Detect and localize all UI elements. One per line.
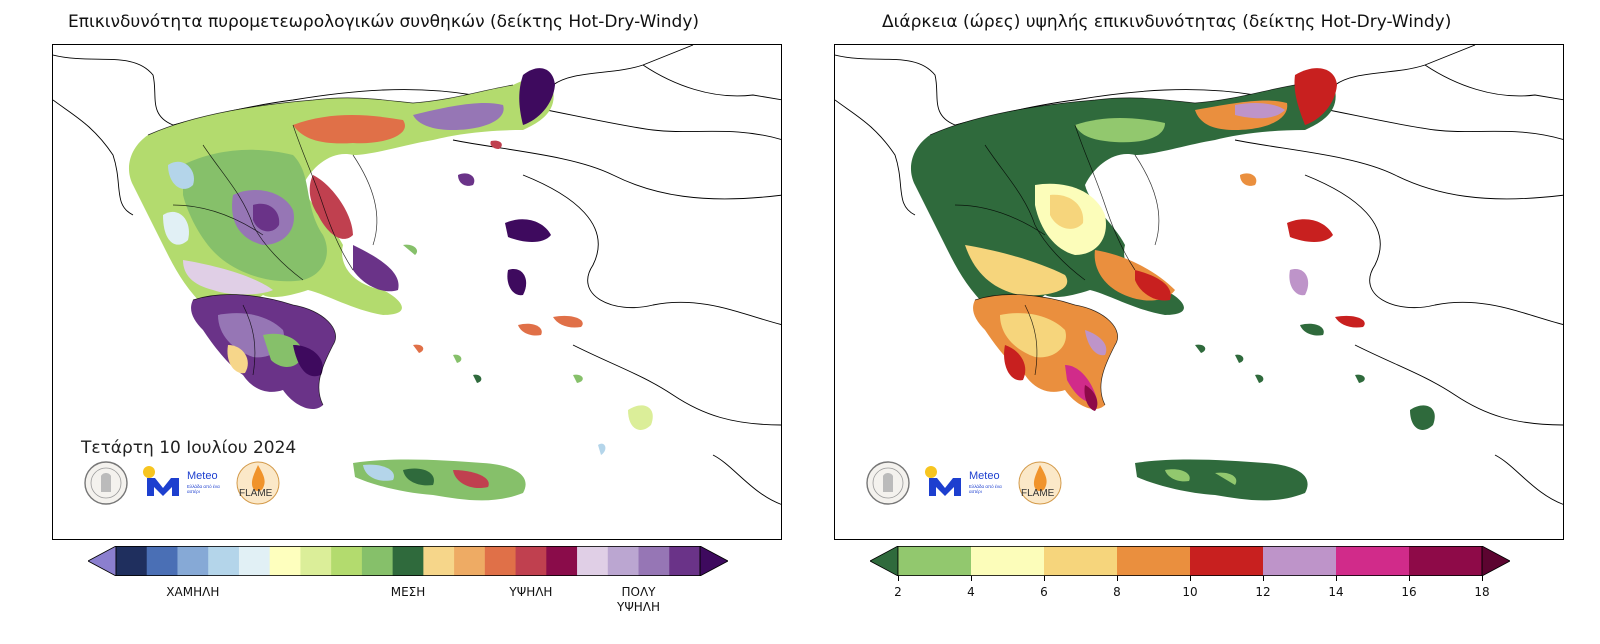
right-colorbar-tick [1190, 576, 1191, 581]
left-colorbar-segment [361, 546, 394, 576]
left-colorbar-segment [392, 546, 424, 576]
right-colorbar-tick [1117, 576, 1118, 581]
university-seal-logo [84, 461, 128, 505]
right-colorbar-segment [1117, 546, 1191, 576]
left-colorbar-extend-high [699, 546, 728, 576]
left-colorbar-segment [116, 546, 148, 576]
left-colorbar-label: ΠΟΛΥ ΥΨΗΛΗ [617, 585, 661, 614]
right-colorbar-segment [1336, 546, 1410, 576]
left-colorbar-bar [88, 546, 728, 576]
left-map-title: Επικινδυνότητα πυρομετεωρολογικών συνθηκ… [68, 12, 700, 32]
left-map [53, 45, 781, 505]
right-colorbar-segment [1409, 546, 1483, 576]
right-colorbar-tick-label: 10 [1182, 585, 1198, 599]
left-colorbar-label: ΥΨΗΛΗ [509, 585, 553, 599]
meteo-logo-name: Meteo [187, 470, 218, 482]
flame-logo-text: FLAME [239, 488, 273, 499]
left-colorbar-segment [208, 546, 240, 576]
left-colorbar-segment [331, 546, 363, 576]
left-colorbar-segment [638, 546, 670, 576]
left-colorbar-label: ΜΕΣΗ [390, 585, 426, 599]
right-colorbar-extend-low [870, 546, 899, 576]
meteo-logo-subtitle: Ελλάδα από ένα αστέρι [969, 484, 1002, 494]
left-colorbar: ΧΑΜΗΛΗ ΜΕΣΗ ΥΨΗΛΗ ΠΟΛΥ ΥΨΗΛΗ [88, 546, 728, 614]
left-colorbar-segment [177, 546, 209, 576]
left-colorbar-segment [423, 546, 455, 576]
left-colorbar-segment [454, 546, 486, 576]
left-colorbar-segment [484, 546, 517, 576]
right-colorbar-tick [1482, 576, 1483, 581]
right-colorbar-tick-label: 4 [967, 585, 975, 599]
right-colorbar-segment [1190, 546, 1264, 576]
meteo-logo: Meteo Ελλάδα από ένα αστέρι [143, 466, 233, 506]
right-map [835, 45, 1563, 505]
right-colorbar-tick [1044, 576, 1045, 581]
right-colorbar-tick [898, 576, 899, 581]
right-map-title: Διάρκεια (ώρες) υψηλής επικινδυνότητας (… [882, 12, 1452, 32]
left-colorbar-segment [146, 546, 178, 576]
meteo-logo-name: Meteo [969, 470, 1000, 482]
flame-logo: FLAME [235, 460, 281, 506]
right-colorbar-tick [1409, 576, 1410, 581]
left-colorbar-label: ΧΑΜΗΛΗ [166, 585, 220, 599]
flame-logo-text: FLAME [1021, 488, 1055, 499]
right-colorbar-segment [898, 546, 972, 576]
right-colorbar-segment [1044, 546, 1118, 576]
right-map-frame: Meteo Ελλάδα από ένα αστέρι FLAME [834, 44, 1564, 540]
left-colorbar-segment [577, 546, 609, 576]
left-colorbar-segment [269, 546, 301, 576]
left-colorbar-extend-low [88, 546, 117, 576]
left-colorbar-segment [515, 546, 547, 576]
right-colorbar-tick [971, 576, 972, 581]
forecast-date: Τετάρτη 10 Ιουλίου 2024 [81, 438, 297, 458]
right-colorbar-segment [1263, 546, 1337, 576]
flame-logo: FLAME [1017, 460, 1063, 506]
left-logos: Meteo Ελλάδα από ένα αστέρι FLAME [83, 460, 323, 510]
left-map-frame: Τετάρτη 10 Ιουλίου 2024 Meteo Ελλάδα από… [52, 44, 782, 540]
meteo-logo-subtitle: Ελλάδα από ένα αστέρι [187, 484, 220, 494]
left-colorbar-segment [238, 546, 271, 576]
right-colorbar-tick-label: 16 [1401, 585, 1417, 599]
meteo-logo: Meteo Ελλάδα από ένα αστέρι [925, 466, 1015, 506]
university-seal-logo [866, 461, 910, 505]
right-colorbar-tick-label: 18 [1474, 585, 1490, 599]
right-colorbar-segment [971, 546, 1045, 576]
left-colorbar-segment [546, 546, 578, 576]
right-colorbar-extend-high [1481, 546, 1510, 576]
right-colorbar: 2 4 6 8 10 12 14 16 18 [870, 546, 1510, 599]
right-colorbar-tick-label: 6 [1040, 585, 1048, 599]
left-colorbar-segment [300, 546, 332, 576]
left-colorbar-segment [607, 546, 640, 576]
right-colorbar-bar [870, 546, 1510, 576]
right-colorbar-tick [1263, 576, 1264, 581]
right-colorbar-tick-label: 8 [1113, 585, 1121, 599]
right-colorbar-tick-label: 14 [1328, 585, 1344, 599]
right-colorbar-tick-label: 12 [1255, 585, 1271, 599]
right-colorbar-tick [1336, 576, 1337, 581]
left-colorbar-segment [669, 546, 701, 576]
right-logos: Meteo Ελλάδα από ένα αστέρι FLAME [865, 460, 1105, 510]
right-colorbar-tick-label: 2 [894, 585, 902, 599]
